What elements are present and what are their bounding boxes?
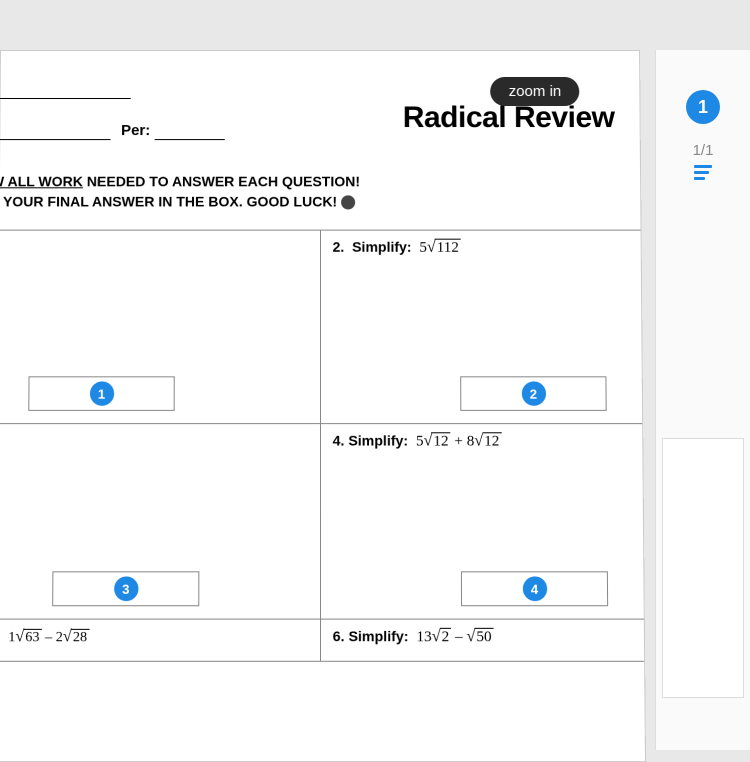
question-cell-3: 3	[0, 424, 321, 618]
per-label: Per:	[121, 122, 150, 139]
instructions-text: HOW ALL WORK NEEDED TO ANSWER EACH QUEST…	[0, 172, 640, 211]
smiley-icon	[341, 195, 355, 209]
answer-box-2[interactable]: 2	[460, 377, 606, 412]
question-cell-5: 163 – 228	[0, 620, 321, 661]
answer-box-1[interactable]: 1	[28, 377, 175, 412]
answer-badge-3[interactable]: 3	[114, 577, 138, 602]
comment-icon[interactable]	[694, 165, 712, 183]
question-cell-1: 1	[0, 231, 321, 424]
answer-badge-1[interactable]: 1	[89, 382, 113, 406]
date-blank-line	[0, 139, 111, 140]
zoom-tooltip: zoom in	[491, 77, 580, 106]
question-cell-4: 4. Simplify: 512 + 812 4	[321, 424, 644, 618]
worksheet-page: zoom in Per: Radical Review HOW ALL WORK…	[0, 50, 646, 762]
answer-box-4[interactable]: 4	[461, 572, 608, 607]
answer-badge-2[interactable]: 2	[521, 382, 545, 406]
worksheet-title: Radical Review	[403, 101, 615, 135]
name-blank-line	[0, 81, 131, 99]
per-blank-line	[155, 139, 225, 140]
sidebar-panel: 1 1/1	[655, 50, 750, 750]
answer-box-3[interactable]: 3	[52, 572, 199, 607]
page-indicator-badge[interactable]: 1	[686, 90, 720, 124]
answer-badge-4[interactable]: 4	[522, 577, 546, 602]
question-cell-2: 2. Simplify: 5112 2	[321, 231, 643, 424]
thumbnail-panel	[662, 438, 744, 698]
question-grid: 1 2. Simplify: 5112 2 3	[0, 230, 644, 662]
page-count-text: 1/1	[656, 142, 750, 159]
question-cell-6: 6. Simplify: 132 – 50	[321, 620, 645, 661]
